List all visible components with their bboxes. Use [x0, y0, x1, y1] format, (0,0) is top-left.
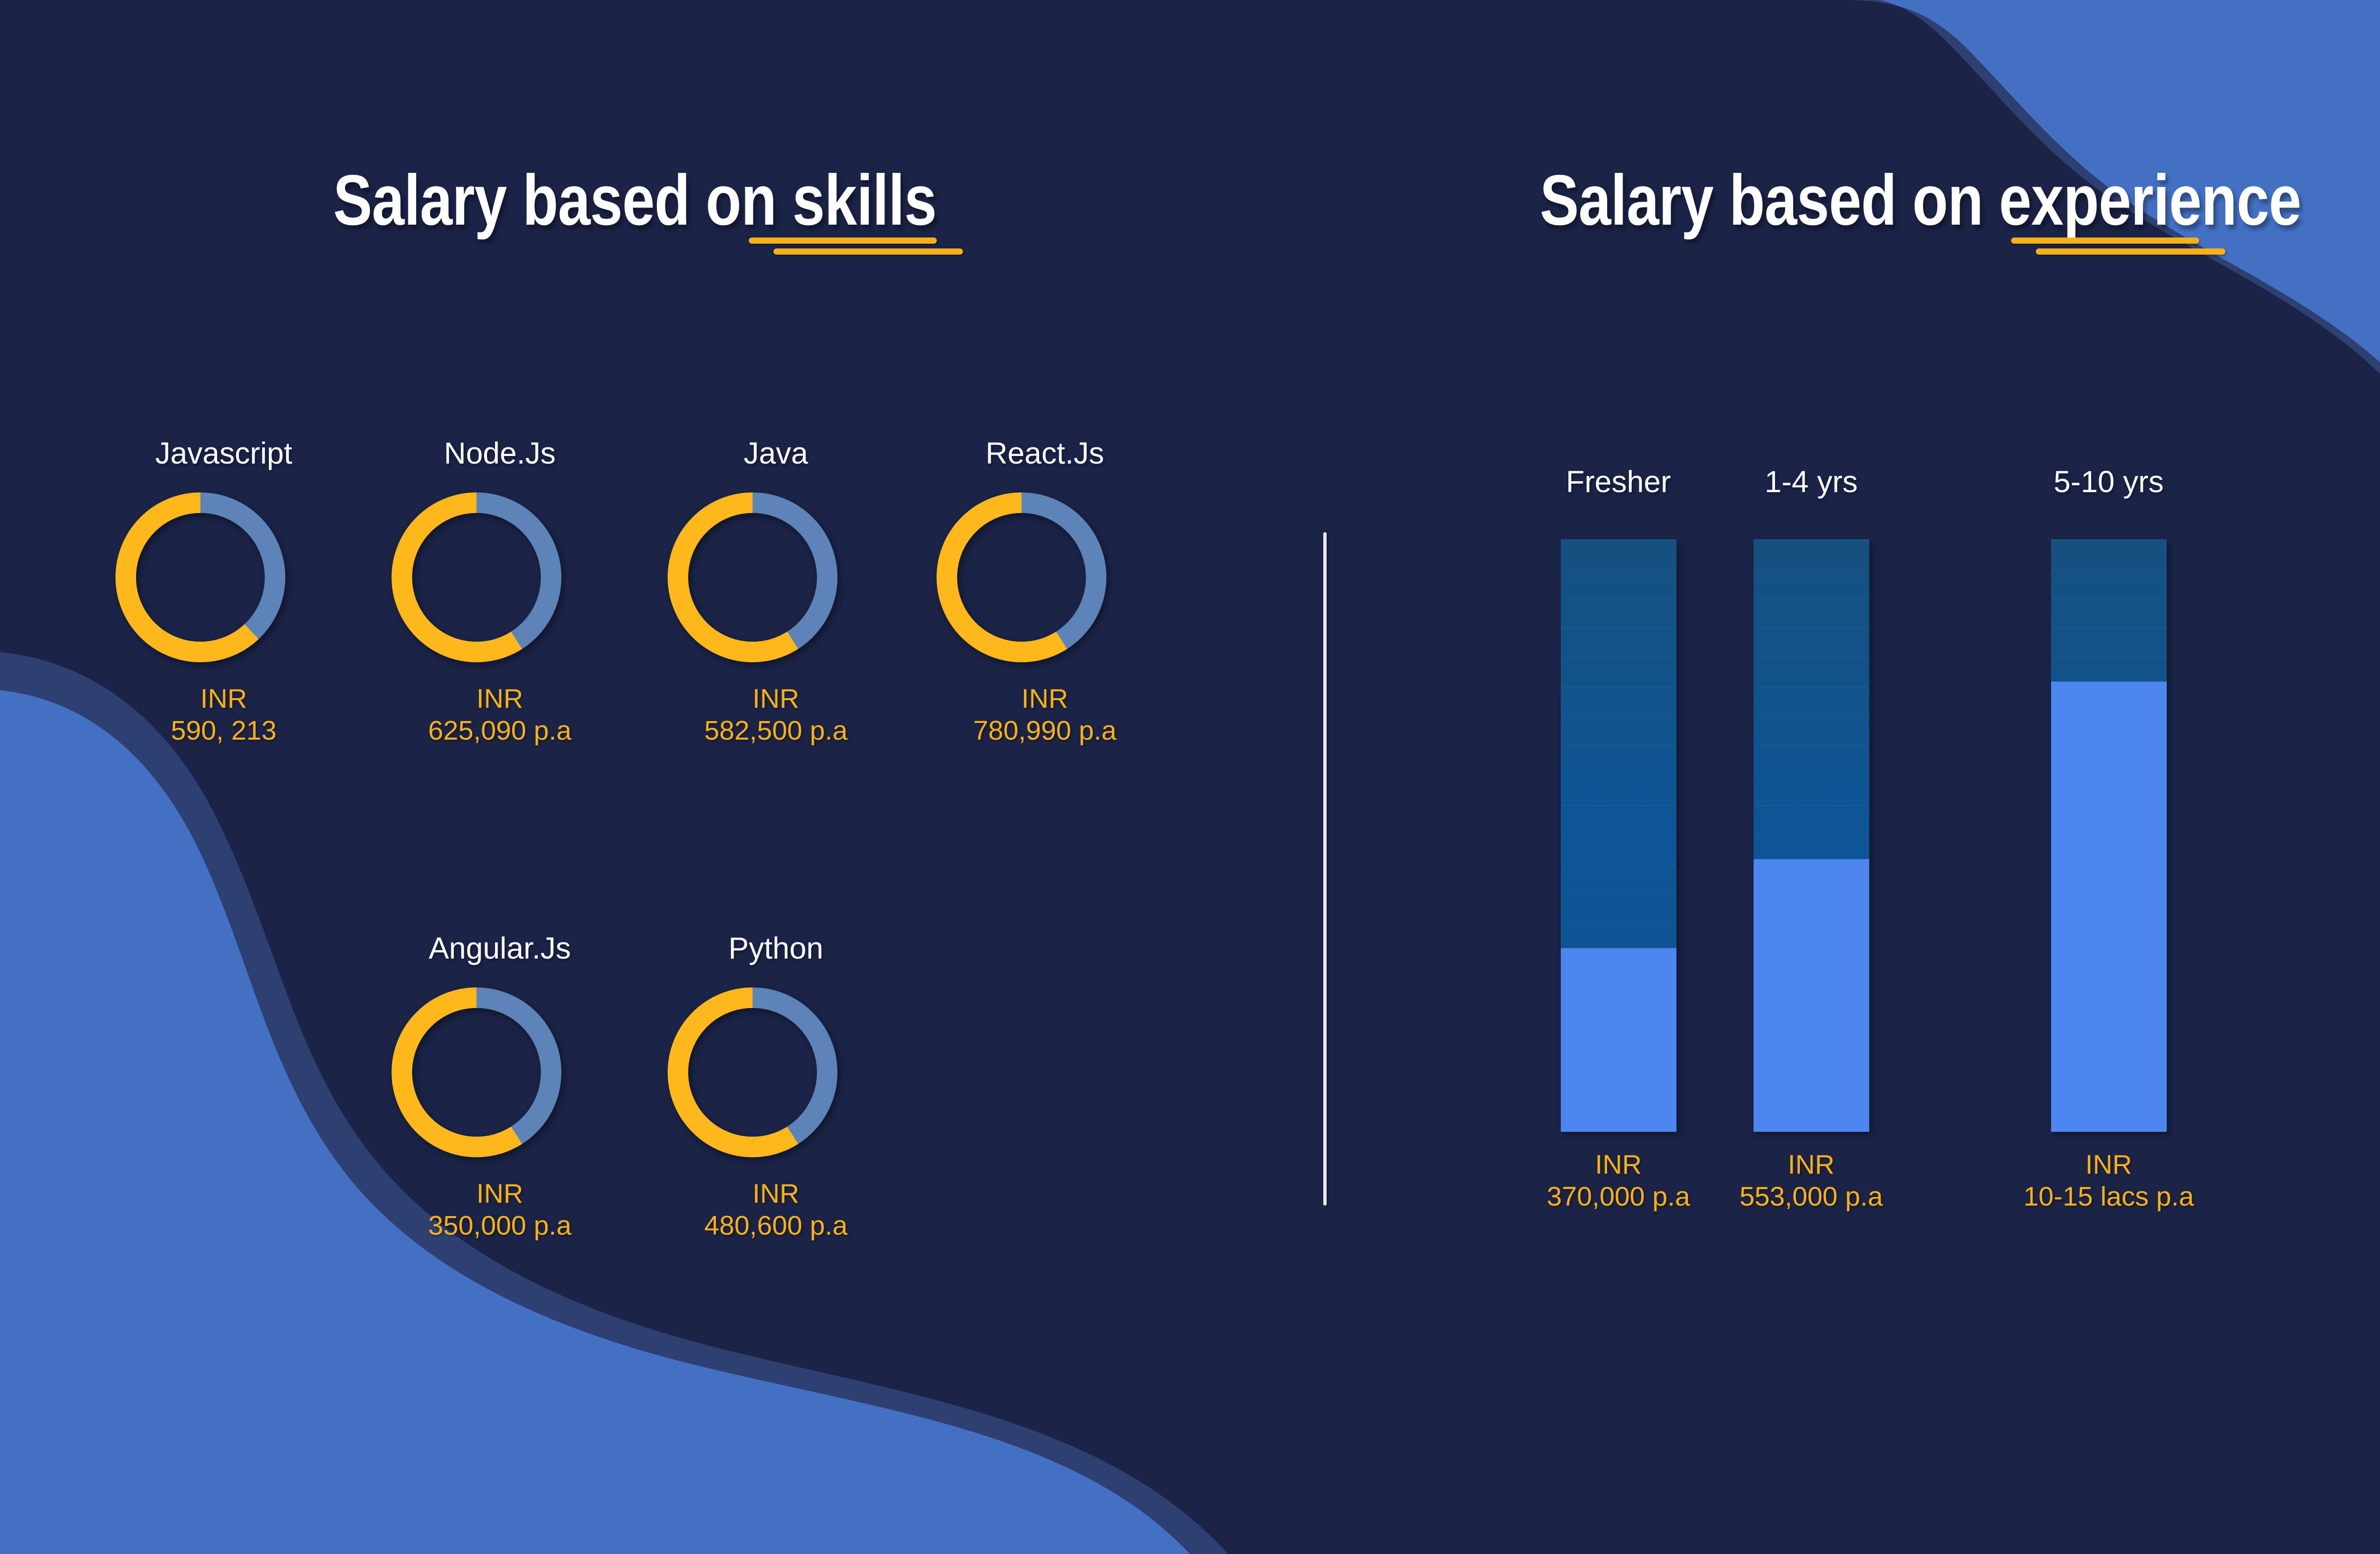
- experience-title-block: Salary based on experience: [1540, 164, 2380, 257]
- bar-value: INR 370,000 p.a: [1490, 1149, 1747, 1212]
- donut-gauge: [107, 484, 340, 671]
- bar-fill: [1753, 859, 1869, 1132]
- bar-value: INR 10-15 lacs p.a: [1871, 1149, 2347, 1212]
- section-divider: [1323, 532, 1327, 1206]
- donut-value: INR 625,090 p.a: [383, 683, 616, 746]
- currency-label: INR: [1021, 683, 1069, 714]
- donut-label: Java: [744, 436, 808, 470]
- donut-svg: [667, 987, 838, 1158]
- currency-label: INR: [476, 1178, 524, 1209]
- amount-label: 553,000 p.a: [1739, 1181, 1883, 1212]
- wave-bottom-left-outer: [0, 690, 1190, 1554]
- donut-value: INR 582,500 p.a: [659, 683, 892, 746]
- donut-gauge: [659, 979, 892, 1166]
- amount-label: 10-15 lacs p.a: [2023, 1181, 2194, 1212]
- donut-svg: [115, 492, 286, 663]
- experience-title-underline: [1540, 236, 2380, 257]
- amount-label: 480,600 p.a: [704, 1210, 848, 1241]
- bar-card-5-10-yrs: 5-10 yrs INR 10-15 lacs p.a: [1871, 464, 2347, 1212]
- amount-label: 780,990 p.a: [973, 715, 1117, 746]
- donut-gauge: [383, 979, 616, 1166]
- donut-card-java: Java INR 582,500 p.a: [659, 436, 892, 746]
- currency-label: INR: [752, 683, 800, 714]
- bar-category-label: 5-10 yrs: [2053, 465, 2164, 499]
- bar-fill: [1560, 948, 1676, 1132]
- bar-track: [1753, 539, 1869, 1132]
- donut-card-javascript: Javascript INR 590, 213: [107, 436, 340, 746]
- underline-bar-1: [2011, 238, 2199, 244]
- wave-bottom-left-band: [0, 652, 1228, 1554]
- amount-label: 625,090 p.a: [428, 715, 572, 746]
- amount-label: 370,000 p.a: [1547, 1181, 1690, 1212]
- donut-value: INR 590, 213: [107, 683, 340, 746]
- donut-value: INR 780,990 p.a: [928, 683, 1161, 746]
- underline-bar-1: [749, 238, 937, 244]
- bar-category-label: 1-4 yrs: [1765, 465, 1858, 499]
- donut-value: INR 480,600 p.a: [659, 1178, 892, 1241]
- currency-label: INR: [476, 683, 524, 714]
- skills-title-block: Salary based on skills: [333, 164, 1047, 257]
- bar-track: [1560, 539, 1676, 1132]
- underline-bar-2: [774, 248, 963, 255]
- bar-track: [2051, 539, 2167, 1132]
- bar-card-1-4-yrs: 1-4 yrs INR 553,000 p.a: [1573, 464, 2049, 1212]
- currency-label: INR: [1595, 1149, 1642, 1180]
- donut-svg: [667, 492, 838, 663]
- donut-label: Python: [728, 931, 823, 965]
- underline-bar-2: [2036, 248, 2225, 255]
- experience-title: Salary based on experience: [1540, 160, 2301, 240]
- donut-label: React.Js: [985, 436, 1104, 470]
- currency-label: INR: [2085, 1149, 2132, 1180]
- donut-label: Javascript: [155, 436, 293, 470]
- donut-card-angularjs: Angular.Js INR 350,000 p.a: [383, 930, 616, 1241]
- donut-label: Node.Js: [444, 436, 556, 470]
- bar-card-fresher: Fresher INR 370,000 p.a: [1490, 464, 1747, 1212]
- skills-title: Salary based on skills: [333, 160, 937, 240]
- skills-title-underline: [333, 236, 1047, 257]
- amount-label: 582,500 p.a: [704, 715, 848, 746]
- donut-svg: [391, 987, 562, 1158]
- bar-value: INR 553,000 p.a: [1573, 1149, 2049, 1212]
- donut-gauge: [659, 484, 892, 671]
- currency-label: INR: [1787, 1149, 1835, 1180]
- wave-top-right-outer: [1847, 0, 2380, 363]
- donut-gauge: [928, 484, 1161, 671]
- bar-fill: [2051, 681, 2167, 1132]
- bar-category-label: Fresher: [1566, 465, 1671, 499]
- currency-label: INR: [752, 1178, 800, 1209]
- donut-svg: [391, 492, 562, 663]
- amount-label: 350,000 p.a: [428, 1210, 572, 1241]
- donut-card-python: Python INR 480,600 p.a: [659, 930, 892, 1241]
- donut-label: Angular.Js: [428, 931, 571, 965]
- donut-card-reactjs: React.Js INR 780,990 p.a: [928, 436, 1161, 746]
- donut-value: INR 350,000 p.a: [383, 1178, 616, 1241]
- donut-gauge: [383, 484, 616, 671]
- donut-card-nodejs: Node.Js INR 625,090 p.a: [383, 436, 616, 746]
- currency-label: INR: [200, 683, 248, 714]
- amount-label: 590, 213: [171, 715, 277, 746]
- donut-svg: [936, 492, 1107, 663]
